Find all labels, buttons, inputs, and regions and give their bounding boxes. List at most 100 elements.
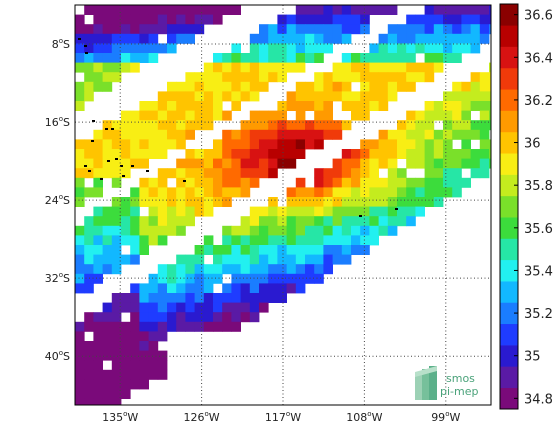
salinity-pixel [424,14,435,25]
salinity-pixel [249,312,260,323]
salinity-pixel [185,81,195,92]
salinity-pixel [305,24,315,35]
island-mark [146,170,149,172]
salinity-pixel [213,197,223,207]
salinity-pixel [249,91,260,102]
salinity-pixel [406,216,416,227]
salinity-pixel [433,33,444,44]
salinity-pixel [351,91,361,102]
salinity-pixel [84,321,94,332]
salinity-pixel [452,129,462,140]
salinity-pixel [130,341,140,351]
salinity-pixel [222,293,232,303]
salinity-pixel [406,197,416,207]
salinity-pixel [194,24,205,35]
salinity-pixel [415,24,425,35]
salinity-pixel [84,264,94,275]
salinity-pixel [479,139,490,150]
salinity-pixel [130,5,140,15]
salinity-pixel [157,321,168,332]
salinity-pixel [93,341,103,351]
salinity-pixel [452,149,462,159]
salinity-pixel [231,321,241,332]
salinity-pixel [84,62,94,73]
salinity-pixel [277,110,287,121]
salinity-pixel [130,293,140,303]
salinity-pixel [249,283,260,294]
salinity-pixel [222,312,232,323]
island-mark [84,45,87,47]
colorbar-tick-label: 34.8 [524,392,553,407]
salinity-pixel [249,62,260,73]
salinity-pixel [121,53,131,63]
salinity-pixel [111,129,122,140]
salinity-pixel [314,72,324,83]
salinity-pixel [314,254,324,265]
salinity-pixel [323,43,333,54]
salinity-pixel [102,5,113,15]
salinity-pixel [148,216,159,227]
salinity-pixel [406,120,416,131]
salinity-pixel [157,293,168,303]
salinity-pixel [167,168,177,179]
salinity-pixel [452,5,462,15]
salinity-pixel [433,129,444,140]
longitude-label: 117oW [265,410,301,424]
salinity-pixel [231,225,241,236]
salinity-pixel [84,5,94,15]
salinity-pixel [461,139,471,150]
salinity-pixel [240,177,251,188]
salinity-pixel [415,206,425,217]
salinity-pixel [121,369,131,380]
salinity-pixel [286,254,297,265]
salinity-pixel [213,53,223,63]
salinity-pixel [286,273,297,284]
salinity-pixel [443,120,453,131]
salinity-pixel [111,14,122,25]
salinity-pixel [249,264,260,275]
salinity-pixel [360,91,370,102]
salinity-pixel [111,53,122,63]
salinity-pixel [461,110,471,121]
salinity-pixel [378,72,389,83]
salinity-pixel [259,168,269,179]
salinity-pixel [213,149,223,159]
salinity-pixel [75,369,85,380]
salinity-pixel [111,72,122,83]
salinity-pixel [139,350,149,361]
salinity-pixel [75,389,85,399]
salinity-pixel [259,24,269,35]
salinity-pixel [157,264,168,275]
salinity-pixel [84,187,94,198]
island-mark [395,208,398,210]
salinity-pixel [461,43,471,54]
salinity-pixel [277,254,287,265]
salinity-pixel [121,216,131,227]
salinity-pixel [93,33,103,44]
salinity-pixel [470,81,481,92]
salinity-pixel [397,53,407,63]
salinity-pixel [470,149,481,159]
salinity-pixel [305,14,315,25]
salinity-pixel [157,149,168,159]
latitude-label: 32oS [45,271,70,285]
salinity-pixel [277,120,287,131]
colorbar-block [500,153,518,175]
salinity-pixel [231,264,241,275]
salinity-pixel [111,120,122,131]
salinity-pixel [222,72,232,83]
salinity-pixel [286,33,297,44]
salinity-pixel [268,129,278,140]
salinity-pixel [121,341,131,351]
salinity-pixel [194,120,205,131]
salinity-pixel [286,197,297,207]
salinity-pixel [121,33,131,44]
salinity-pixel [185,283,195,294]
salinity-pixel [148,5,159,15]
salinity-pixel [406,53,416,63]
salinity-pixel [111,24,122,35]
salinity-pixel [360,187,370,198]
salinity-pixel [369,62,379,73]
salinity-pixel [203,72,214,83]
salinity-pixel [295,33,306,44]
